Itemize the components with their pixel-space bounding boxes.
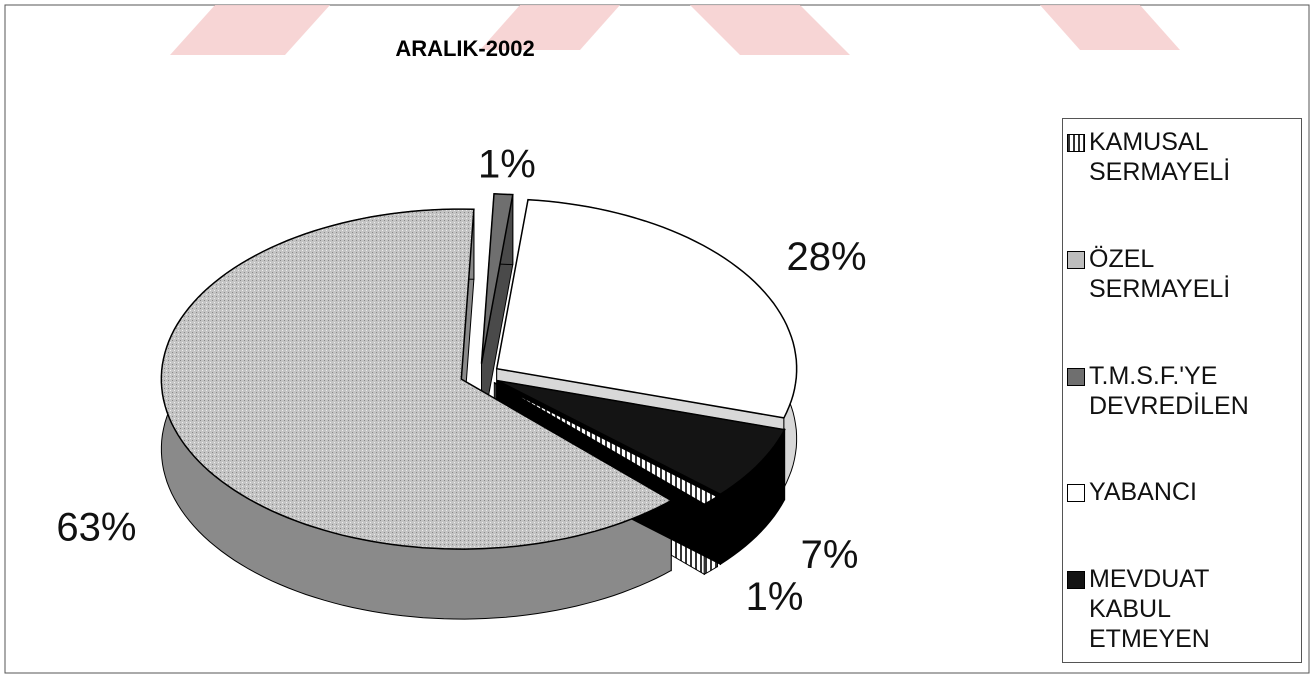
frame [4,4,1310,674]
legend-swatch [1067,571,1085,589]
legend-swatch [1067,250,1085,269]
data-label: 1% [478,143,536,187]
legend-label: MEVDUAT KABUL ETMEYEN [1089,565,1210,653]
legend: KAMUSAL SERMAYELİ ÖZEL SERMAYELİ T.M.S.F.'… [1062,118,1302,663]
data-label: 7% [801,533,859,577]
pie-labels: 1% 63% 1% 28% 7% [56,143,866,619]
legend-swatch [1067,484,1085,503]
legend-label: KAMUSAL SERMAYELİ [1089,128,1231,186]
legend-swatch [1067,134,1085,152]
data-label: 1% [746,575,804,619]
slice [494,382,719,506]
legend-swatch [1067,367,1085,386]
pie-tops [160,193,798,550]
data-label: 28% [787,235,867,279]
watermark [170,5,1180,55]
legend-label: ÖZEL SERMAYELİ [1089,244,1231,303]
slice [495,198,798,419]
legend-label: YABANCI [1089,478,1197,507]
legend-item: MEVDUAT KABUL ETMEYEN [1067,564,1297,654]
slice [480,193,514,364]
legend-item: T.M.S.F.'YE DEVREDİLEN [1067,361,1297,421]
data-label: 63% [56,505,136,549]
legend-label: T.M.S.F.'YE DEVREDİLEN [1089,361,1249,420]
legend-item: KAMUSAL SERMAYELİ [1067,127,1297,187]
chart-title: ARALIK-2002 [395,36,534,61]
slice [497,379,786,496]
slice [160,208,673,550]
legend-item: ÖZEL SERMAYELİ [1067,244,1297,304]
legend-item: YABANCI [1067,477,1297,507]
